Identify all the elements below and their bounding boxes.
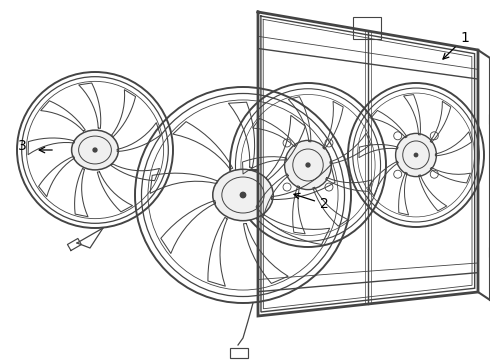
FancyBboxPatch shape bbox=[230, 348, 248, 358]
Ellipse shape bbox=[285, 140, 331, 190]
Ellipse shape bbox=[395, 134, 437, 177]
Text: 1: 1 bbox=[443, 31, 469, 59]
FancyBboxPatch shape bbox=[489, 247, 490, 257]
Text: 2: 2 bbox=[294, 193, 329, 211]
Text: 3: 3 bbox=[18, 139, 27, 153]
Circle shape bbox=[93, 148, 97, 152]
Circle shape bbox=[306, 163, 310, 167]
Circle shape bbox=[415, 153, 417, 157]
Ellipse shape bbox=[213, 169, 273, 221]
Ellipse shape bbox=[72, 130, 119, 170]
FancyBboxPatch shape bbox=[353, 17, 381, 39]
FancyBboxPatch shape bbox=[489, 113, 490, 123]
Circle shape bbox=[240, 192, 245, 198]
